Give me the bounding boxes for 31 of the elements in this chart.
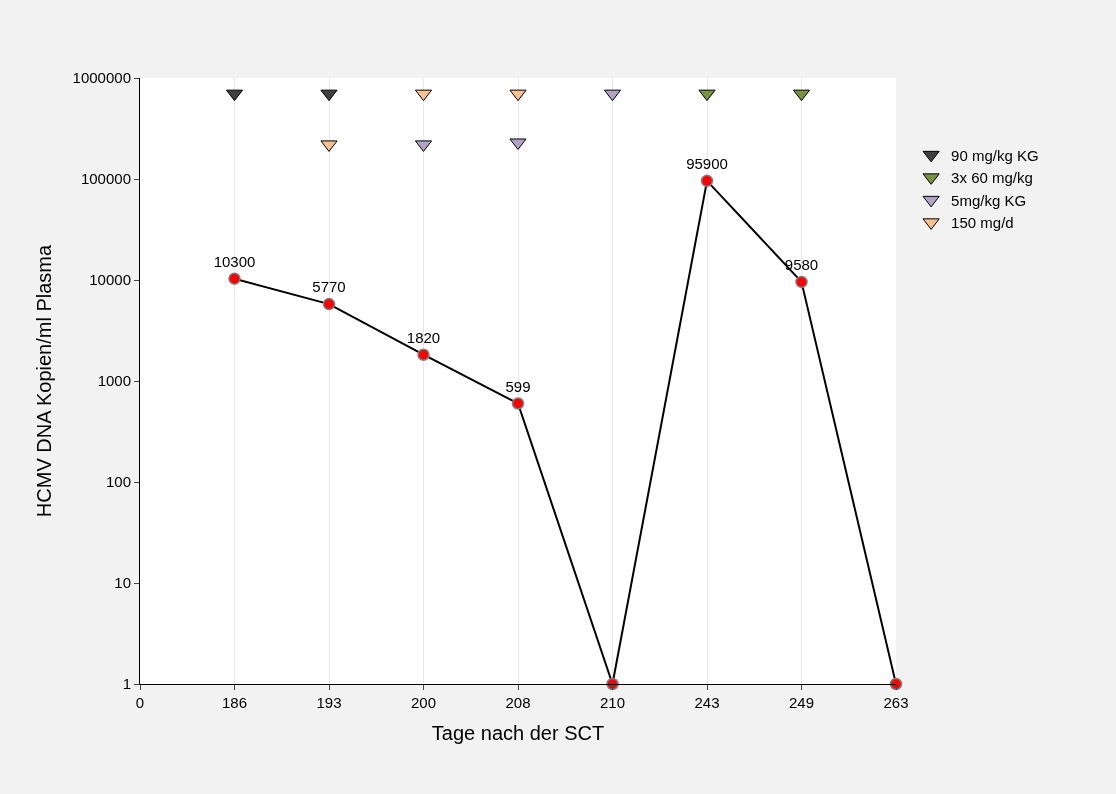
point	[509, 89, 527, 102]
x-tick-label: 200	[410, 694, 437, 711]
data-label: 5770	[312, 278, 346, 296]
y-tick-label: 1000	[97, 372, 131, 390]
legend-label: 150 mg/d	[951, 214, 1014, 232]
legend-label: 3x 60 mg/kg	[951, 169, 1033, 187]
data-label: 9580	[784, 256, 819, 274]
data-label: 95900	[686, 155, 728, 173]
y-tick-label: 100	[105, 473, 131, 491]
data-label: 599	[505, 377, 531, 395]
y-tick-label: 100000	[80, 170, 131, 188]
x-tick-label: 193	[316, 694, 342, 711]
x-tick-label: 210	[599, 694, 626, 711]
y-tick-label: 1000000	[72, 69, 131, 87]
x-tick-label: 249	[788, 694, 815, 711]
x-tick-label: 243	[694, 694, 720, 711]
point	[320, 89, 338, 102]
x-tick-label: 208	[505, 694, 531, 711]
x-tick-label: 0	[135, 694, 145, 711]
x-axis-title: Tage nach der SCT	[431, 721, 605, 744]
legend-label: 5mg/kg KG	[951, 191, 1027, 209]
y-tick-label: 10000	[89, 271, 131, 289]
y-tick-label: 1	[122, 675, 131, 693]
x-tick-label: 263	[883, 694, 909, 711]
data-label: 10300	[213, 253, 256, 271]
y-axis-title: HCMV DNA Kopien/ml Plasma	[33, 243, 56, 518]
data-label: 1820	[406, 329, 441, 347]
y-tick-label: 10	[114, 574, 131, 592]
point	[698, 89, 716, 102]
legend-label: 90 mg/kg KG	[951, 146, 1039, 164]
x-tick-label: 186	[221, 694, 248, 711]
